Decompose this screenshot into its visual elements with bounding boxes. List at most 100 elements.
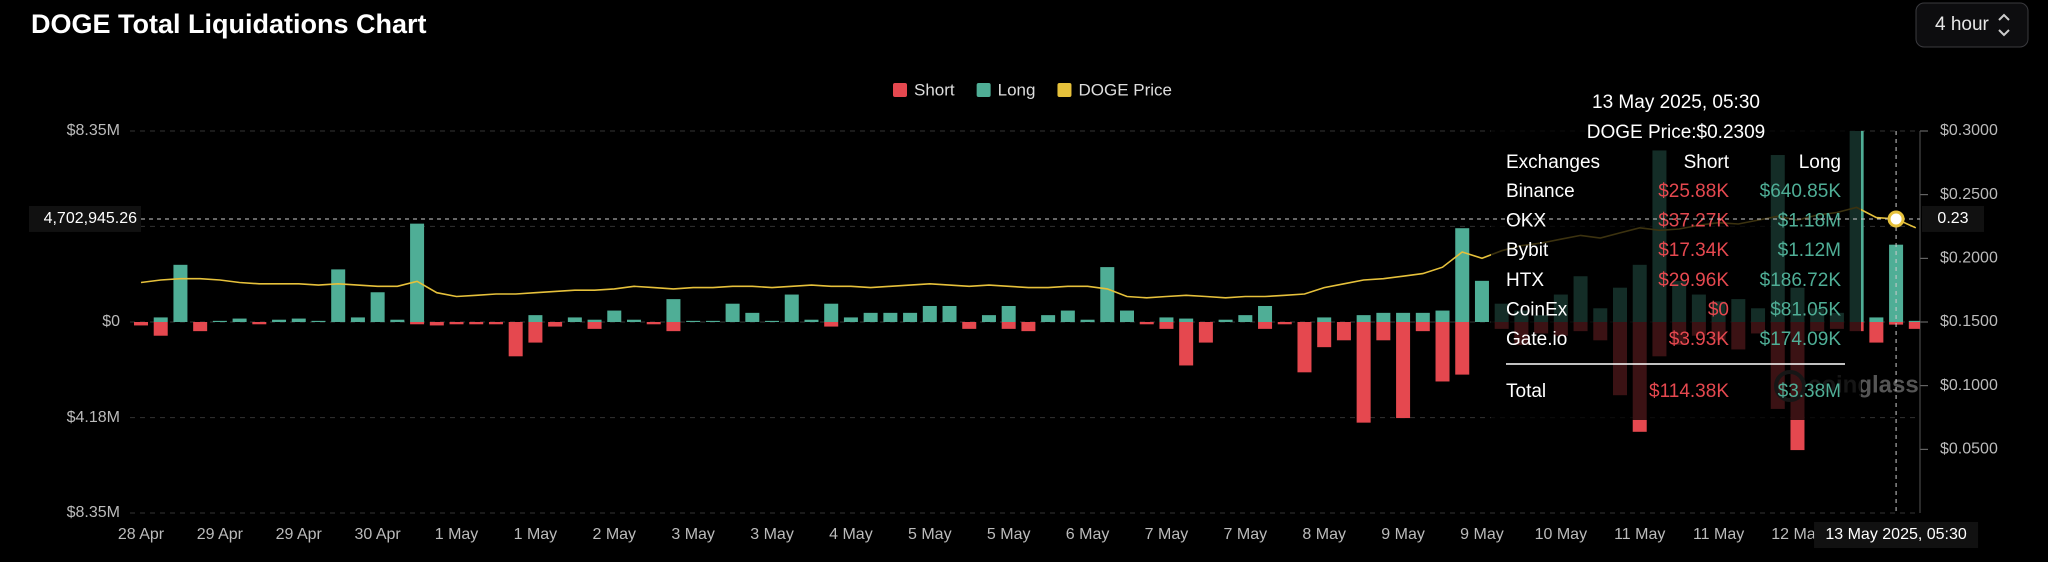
bar [804, 319, 819, 322]
bar [528, 315, 543, 322]
bar [1869, 317, 1884, 322]
bar [962, 322, 977, 329]
x-tick-label: 5 May [908, 526, 952, 543]
bar [1336, 322, 1351, 341]
bar [725, 303, 740, 322]
legend-swatch [893, 83, 907, 97]
tooltip-cell: $1.12M [1778, 240, 1841, 261]
bar [193, 322, 208, 332]
crosshair-label-box [29, 205, 141, 232]
y2-tick-label: $0.3000 [1940, 122, 1998, 139]
tooltip-cell: Total [1506, 381, 1546, 402]
x-tick-label: 8 May [1302, 526, 1346, 543]
legend: Short Long DOGE Price [893, 80, 1172, 99]
crosshair-label-box [1814, 522, 1979, 548]
tooltip-cell: Binance [1506, 181, 1575, 202]
bar [311, 320, 326, 322]
bar [666, 322, 681, 332]
bar [252, 322, 267, 325]
x-tick-label: 4 May [829, 526, 873, 543]
y-tick-label: $8.35M [67, 504, 120, 521]
tooltip-cell: $640.85K [1760, 181, 1842, 202]
bar [1435, 310, 1450, 322]
bar [134, 322, 148, 326]
bar [784, 294, 799, 322]
x-tick-label: 1 May [514, 526, 558, 543]
legend-swatch [976, 83, 991, 97]
y2-tick-label: $0.2000 [1940, 250, 1998, 267]
select-label[interactable]: 4 hour [1935, 14, 1990, 35]
interval-select[interactable]: 4 hour [1915, 2, 2029, 48]
bar [1415, 322, 1430, 332]
bar [745, 312, 760, 322]
bar [883, 312, 898, 322]
bar [1001, 322, 1016, 329]
tooltip-cell: OKX [1506, 211, 1546, 232]
tooltip-cell: Gate.io [1506, 329, 1567, 350]
bar [587, 322, 602, 329]
tooltip-cell: $0 [1708, 299, 1729, 320]
select-chevrons [1998, 13, 2010, 37]
bar [469, 322, 484, 325]
bar [173, 264, 188, 322]
bar [410, 223, 425, 322]
tooltip-title: 13 May 2025, 05:30 [1592, 92, 1760, 113]
y2-tick-label: $0.0500 [1940, 441, 1998, 458]
y2-tick-label: $0.1000 [1940, 377, 1998, 394]
bar [627, 319, 641, 322]
tooltip-cell: HTX [1506, 270, 1544, 291]
select-box[interactable] [1915, 2, 2029, 48]
y2-tick-label: $0.1500 [1940, 313, 1998, 330]
x-tick-label: 5 May [987, 526, 1031, 543]
bar [1356, 322, 1371, 423]
x-tick-label: 30 Apr [355, 526, 402, 543]
x-tick-label: 7 May [1145, 526, 1189, 543]
bar [1238, 315, 1253, 322]
x-tick-label: 28 Apr [118, 526, 165, 543]
legend-label: Long [998, 80, 1036, 99]
tooltip-box [1491, 76, 1861, 420]
bar [1396, 312, 1411, 322]
bar [291, 318, 306, 322]
bar [1415, 312, 1430, 322]
bar [1100, 267, 1115, 322]
tooltip-cell: Exchanges [1506, 152, 1600, 173]
bar [843, 317, 858, 322]
tooltip-cell: $114.38K [1649, 381, 1729, 402]
tooltip-price: DOGE Price:$0.2309 [1587, 122, 1765, 143]
bar [1396, 322, 1411, 419]
bar [449, 322, 464, 325]
crosshair-dot [1887, 210, 1905, 228]
bar [1179, 322, 1194, 366]
bar [1474, 280, 1489, 322]
tooltip-cell: Bybit [1506, 240, 1549, 261]
bar [232, 318, 247, 322]
bar [1258, 305, 1273, 322]
bar [508, 322, 523, 357]
bar [1080, 319, 1095, 322]
legend-label: DOGE Price [1078, 80, 1172, 99]
bar [1258, 322, 1273, 329]
bar [1455, 322, 1470, 375]
bar [686, 320, 701, 322]
bar [587, 319, 602, 322]
bar [429, 322, 444, 326]
bar [1376, 322, 1391, 341]
tooltip-cell: $3.38M [1778, 381, 1841, 402]
bar [981, 315, 996, 322]
x-tick-label: 3 May [750, 526, 794, 543]
crosshair-label: 4,702,945.26 [44, 210, 138, 227]
tooltip-cell: $17.34K [1658, 240, 1729, 261]
bar [1908, 322, 1920, 329]
legend-swatch [1057, 83, 1072, 97]
bar [1159, 317, 1174, 322]
x-tick-label: 2 May [592, 526, 636, 543]
bar [488, 322, 503, 325]
y2-tick-label: $0.2500 [1940, 186, 1998, 203]
bar [153, 317, 168, 322]
bar [666, 299, 681, 322]
bar [548, 322, 563, 327]
